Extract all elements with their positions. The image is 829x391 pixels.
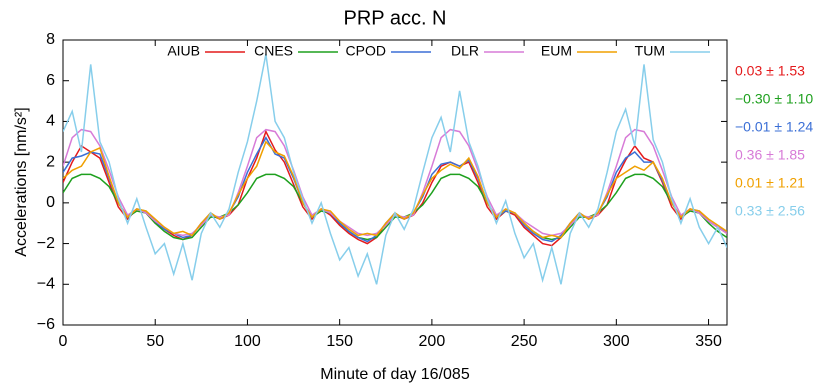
series-stats: 0.36 ± 1.85 xyxy=(735,147,805,163)
legend-label: CPOD xyxy=(346,43,386,59)
legend-label: EUM xyxy=(541,43,572,59)
series-stats: −0.30 ± 1.10 xyxy=(735,91,813,107)
x-tick-label: 0 xyxy=(59,333,68,350)
y-tick-label: −6 xyxy=(37,316,55,333)
y-tick-label: −4 xyxy=(37,276,55,293)
x-tick-label: 50 xyxy=(146,333,164,350)
series-line xyxy=(63,173,727,241)
y-tick-label: 6 xyxy=(46,72,55,89)
x-tick-label: 300 xyxy=(603,333,630,350)
y-tick-label: 4 xyxy=(46,113,55,130)
x-tick-label: 350 xyxy=(695,333,722,350)
series-line xyxy=(63,54,727,285)
y-tick-label: 8 xyxy=(46,31,55,48)
x-tick-label: 250 xyxy=(511,333,538,350)
legend-label: TUM xyxy=(635,43,665,59)
legend-label: DLR xyxy=(451,43,479,59)
series-stats: 0.33 ± 2.56 xyxy=(735,203,805,219)
plot-border xyxy=(62,39,728,326)
y-tick-label: 2 xyxy=(46,153,55,170)
legend-label: CNES xyxy=(254,43,293,59)
legend-label: AIUB xyxy=(167,43,200,59)
y-tick-label: −2 xyxy=(37,235,55,252)
y-axis-label: Accelerations [nm/s²] xyxy=(13,107,30,256)
x-axis-label: Minute of day 16/085 xyxy=(320,366,470,383)
series-stats: 0.03 ± 1.53 xyxy=(735,63,805,79)
x-tick-label: 150 xyxy=(326,333,353,350)
series-line xyxy=(63,128,727,237)
x-tick-label: 200 xyxy=(419,333,446,350)
plot-lines xyxy=(63,54,727,285)
series-stats: −0.01 ± 1.24 xyxy=(735,119,813,135)
series-stats: 0.01 ± 1.21 xyxy=(735,175,805,191)
chart-title: PRP acc. N xyxy=(344,7,447,29)
y-tick-label: 0 xyxy=(46,194,55,211)
x-tick-label: 100 xyxy=(234,333,261,350)
